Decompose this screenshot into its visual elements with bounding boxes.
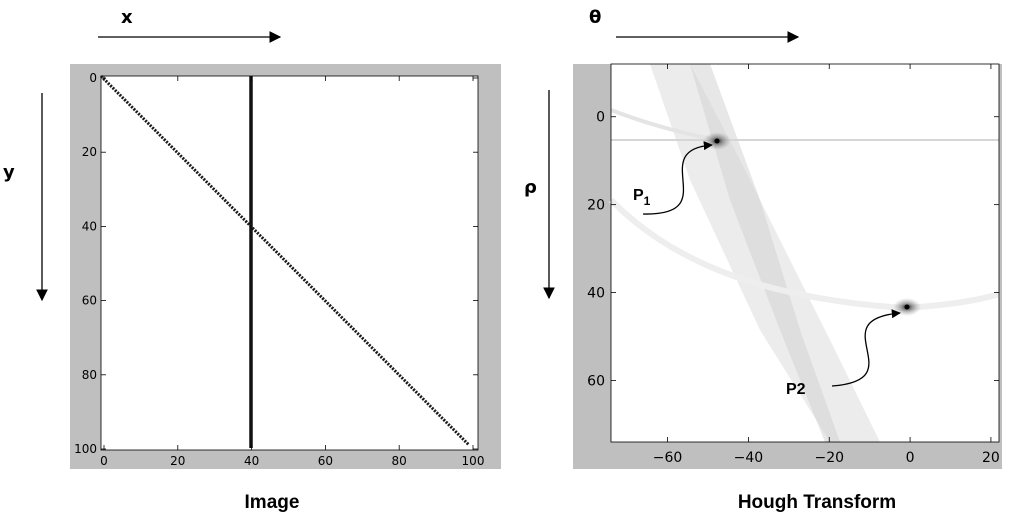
left-x-tick-label: 60 — [318, 454, 333, 468]
hough-band-core — [690, 64, 840, 442]
diagonal-line — [99, 74, 471, 447]
left-y-tick-label: 20 — [82, 145, 97, 159]
left-x-tick-label: 40 — [244, 454, 259, 468]
p2-label: P2 — [786, 381, 806, 398]
y-axis-word: y — [3, 162, 15, 183]
theta-axis-word: θ — [589, 7, 601, 28]
left-panel: x y 0 20 40 60 80 100 0 20 40 60 80 100 Image — [3, 7, 501, 513]
hough-curve-lower — [608, 197, 1000, 312]
left-x-tick-label: 0 — [100, 454, 108, 468]
left-y-ticks: 0 20 40 60 80 100 — [74, 71, 478, 456]
right-x-tick-label: −20 — [814, 450, 844, 466]
p1-label: P1 — [633, 187, 651, 208]
p2-arrow — [831, 309, 901, 387]
right-y-tick-label: 0 — [596, 110, 605, 126]
right-x-ticks: −60 −40 −20 0 20 — [653, 64, 1000, 466]
peak-p2-center — [904, 304, 910, 310]
right-y-tick-label: 60 — [587, 373, 605, 389]
rho-axis-word: ρ — [524, 177, 537, 198]
right-x-tick-label: −40 — [734, 450, 764, 466]
right-caption: Hough Transform — [738, 492, 896, 513]
right-y-ticks: 0 20 40 60 — [587, 110, 999, 389]
p1-arrow — [642, 141, 713, 215]
left-y-tick-label: 100 — [74, 442, 97, 456]
peak-p1-center — [714, 138, 720, 144]
right-plot-frame — [610, 63, 1000, 443]
left-y-tick-label: 40 — [82, 219, 97, 233]
left-x-tick-label: 100 — [462, 454, 485, 468]
left-y-tick-label: 80 — [82, 368, 97, 382]
right-y-tick-label: 40 — [587, 286, 605, 302]
right-x-tick-label: 20 — [982, 450, 1000, 466]
left-caption: Image — [245, 492, 300, 513]
left-y-tick-label: 0 — [89, 71, 97, 85]
left-x-tick-label: 20 — [170, 454, 185, 468]
left-y-tick-label: 60 — [82, 294, 97, 308]
right-panel: θ ρ −60 −40 −20 0 20 0 20 40 60 P1 P2 Hough Tra… — [524, 7, 1002, 513]
right-y-tick-label: 20 — [587, 198, 605, 214]
right-x-tick-label: 0 — [906, 450, 915, 466]
left-x-tick-label: 80 — [392, 454, 407, 468]
left-x-ticks: 0 20 40 60 80 100 — [100, 76, 484, 468]
right-x-tick-label: −60 — [653, 450, 683, 466]
x-axis-word: x — [121, 7, 133, 28]
